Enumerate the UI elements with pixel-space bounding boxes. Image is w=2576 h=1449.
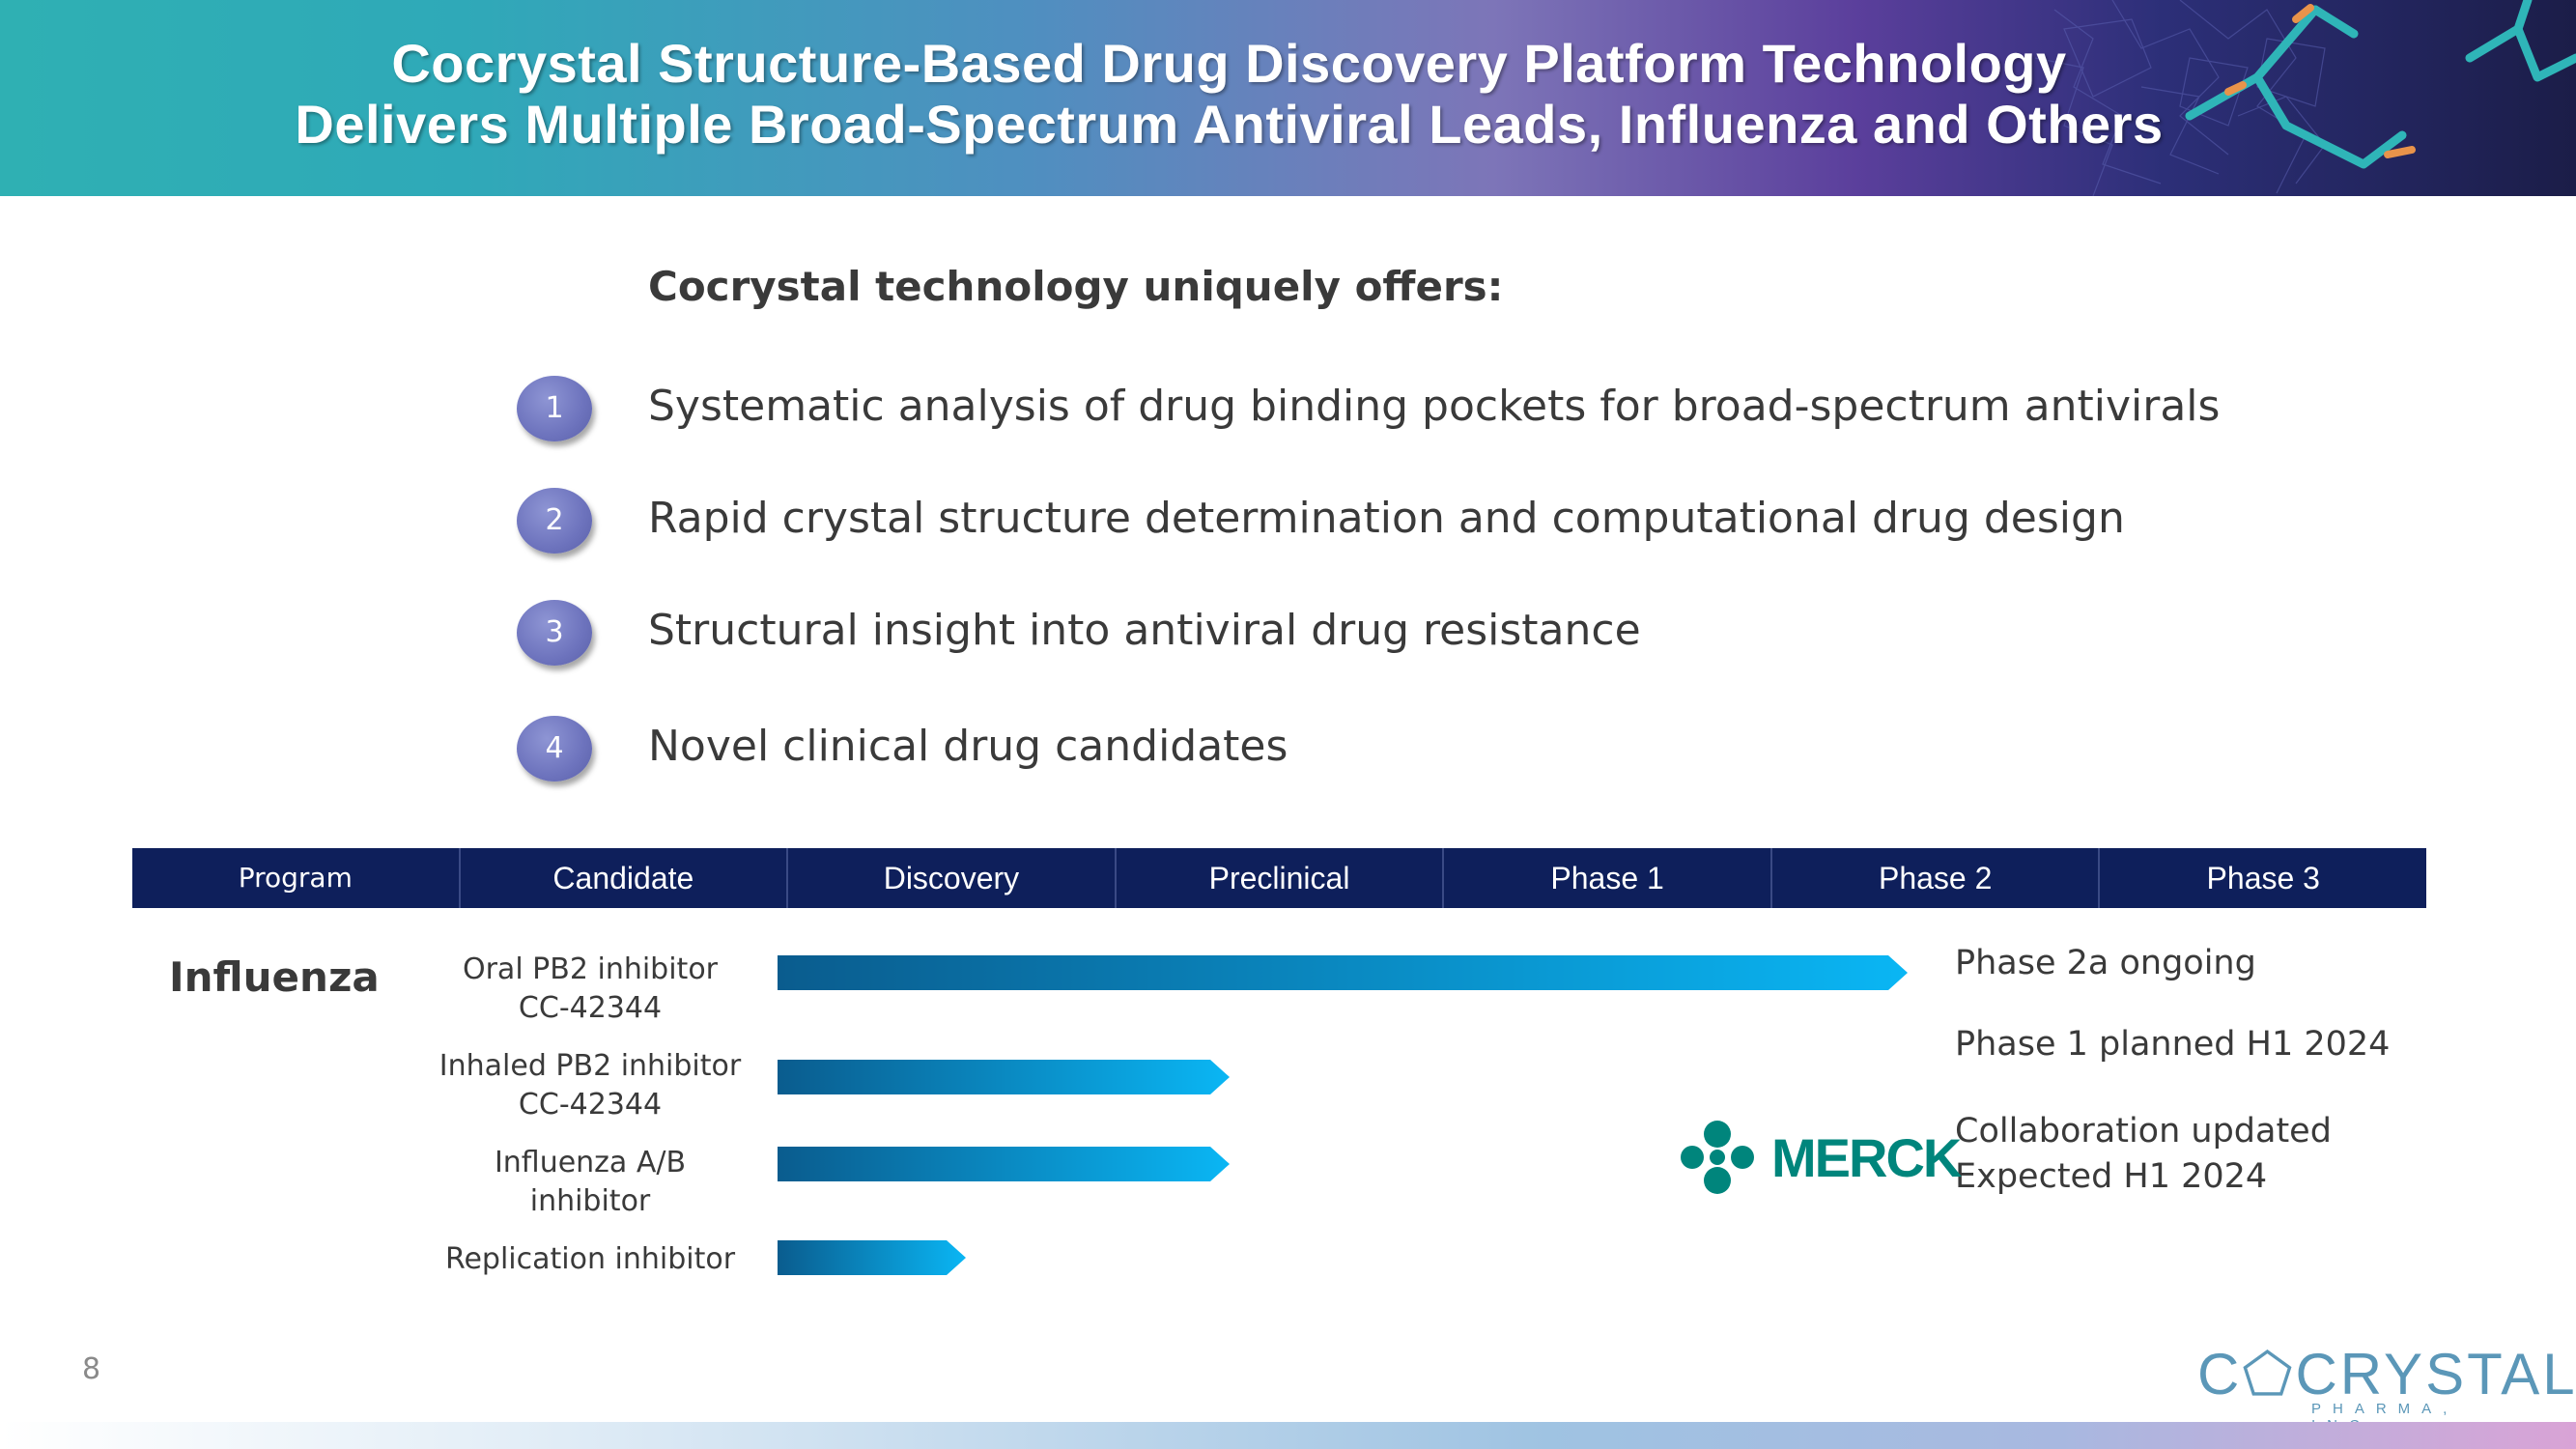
status-text: Phase 2a ongoing	[1955, 944, 2256, 982]
progress-bar	[778, 955, 1908, 990]
page-number: 8	[82, 1352, 101, 1386]
logo-wordmark: C⬠CRYSTAL	[2197, 1342, 2576, 1406]
candidate-name: Oral PB2 inhibitor	[462, 952, 719, 986]
column-header-phase-2: Phase 2	[1769, 848, 2099, 908]
offer-text: Structural insight into antiviral drug r…	[648, 606, 1641, 655]
status-line: Expected H1 2024	[1955, 1157, 2268, 1196]
column-header-phase-1: Phase 1	[1442, 848, 1770, 908]
offer-item-3: 3 Structural insight into antiviral drug…	[517, 600, 2255, 669]
offer-item-2: 2 Rapid crystal structure determination …	[517, 488, 2255, 557]
candidate-label: Influenza A/B inhibitor	[431, 1144, 750, 1221]
progress-bar	[778, 1147, 1230, 1181]
molecular-structure-graphic	[2035, 0, 2576, 196]
number-badge: 1	[517, 376, 592, 441]
candidate-label: Replication inhibitor	[431, 1240, 750, 1279]
page-title-line-1: Cocrystal Structure-Based Drug Discovery…	[391, 33, 2067, 94]
status-text: Collaboration updated Expected H1 2024	[1955, 1109, 2332, 1200]
progress-bar	[778, 1240, 966, 1275]
candidate-code: CC-42344	[518, 991, 663, 1025]
status-line: Collaboration updated	[1955, 1112, 2332, 1151]
column-header-discovery: Discovery	[786, 848, 1115, 908]
merck-emblem-icon	[1681, 1121, 1754, 1194]
number-badge: 4	[517, 716, 592, 781]
column-header-candidate: Candidate	[458, 848, 787, 908]
offers-heading: Cocrystal technology uniquely offers:	[648, 263, 1504, 310]
candidate-name: Influenza A/B inhibitor	[494, 1146, 687, 1218]
footer-decoration	[0, 1422, 2576, 1449]
offer-text: Systematic analysis of drug binding pock…	[648, 382, 2221, 431]
candidate-code: CC-42344	[518, 1088, 663, 1122]
candidate-name: Inhaled PB2 inhibitor	[439, 1049, 742, 1083]
column-header-phase-3: Phase 3	[2098, 848, 2426, 908]
progress-bar	[778, 1060, 1230, 1094]
column-header-preclinical: Preclinical	[1114, 848, 1443, 908]
page-title-line-2: Delivers Multiple Broad-Spectrum Antivir…	[295, 94, 2164, 155]
title-banner: Cocrystal Structure-Based Drug Discovery…	[0, 0, 2576, 196]
offer-item-1: 1 Systematic analysis of drug binding po…	[517, 376, 2255, 445]
offer-item-4: 4 Novel clinical drug candidates	[517, 716, 2255, 785]
number-badge: 3	[517, 600, 592, 666]
offer-text: Novel clinical drug candidates	[648, 722, 1288, 771]
candidate-label: Inhaled PB2 inhibitor CC-42344	[431, 1047, 750, 1124]
number-badge: 2	[517, 488, 592, 554]
offer-text: Rapid crystal structure determination an…	[648, 494, 2125, 543]
cocrystal-logo: C⬠CRYSTAL PHARMA, INC.	[2197, 1341, 2575, 1434]
candidate-name: Replication inhibitor	[444, 1242, 736, 1276]
status-text: Phase 1 planned H1 2024	[1955, 1025, 2391, 1064]
pipeline-header-row: Program Candidate Discovery Preclinical …	[132, 848, 2426, 908]
merck-logo: MERCK	[1679, 1119, 1962, 1196]
merck-wordmark: MERCK	[1771, 1127, 1962, 1188]
column-header-program: Program	[238, 862, 353, 894]
program-name: Influenza	[169, 953, 380, 1001]
candidate-label: Oral PB2 inhibitor CC-42344	[431, 951, 750, 1028]
